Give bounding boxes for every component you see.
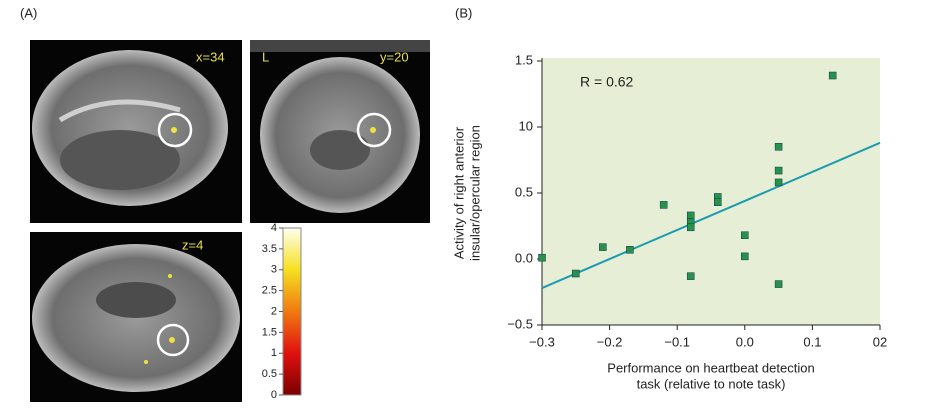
point: [599, 243, 607, 251]
plot-background: [542, 58, 880, 325]
colorbar-tick-label: 3: [271, 264, 277, 276]
colorbar-tick-label: 1: [271, 347, 277, 359]
x-tick-label: −0.1: [664, 334, 690, 349]
x-tick-label: 02: [873, 334, 887, 349]
y-tick-label: 0.0: [515, 250, 533, 265]
point: [572, 269, 580, 278]
x-tick-label: −0.3: [529, 334, 555, 349]
point: [538, 253, 546, 262]
x-axis-label: task (relative to note task): [637, 376, 786, 391]
point: [714, 198, 722, 206]
x-axis-label: Performance on heartbeat detection: [607, 360, 814, 375]
point: [741, 252, 749, 261]
point: [828, 71, 837, 80]
brain-slice: x=34: [30, 40, 242, 223]
point: [774, 143, 783, 151]
y-axis-label: insular/opercular region: [467, 125, 482, 261]
brain-slice: z=4: [30, 232, 242, 402]
y-tick-label: 0.5: [515, 184, 533, 199]
colorbar-tick-label: 1.5: [262, 326, 277, 338]
colorbar-tick-label: 0: [271, 389, 277, 401]
point: [774, 178, 783, 187]
point: [659, 201, 668, 209]
point: [774, 166, 783, 175]
slice-label: y=20: [380, 49, 409, 64]
slice-label: x=34: [196, 49, 225, 64]
panel-label: (B): [455, 5, 472, 20]
y-axis-label: Activity of right anterior: [451, 126, 466, 259]
point: [741, 231, 749, 239]
point: [686, 211, 695, 220]
trend-line: [541, 141, 881, 289]
x-tick-label: −0.2: [597, 334, 623, 349]
colorbar-tick-label: 3.5: [262, 243, 277, 255]
y-tick-label: 10: [519, 118, 533, 133]
point: [686, 223, 695, 232]
colorbar: [282, 227, 302, 396]
x-tick-label: 0.1: [803, 334, 821, 349]
slice-label: z=4: [182, 237, 203, 252]
annotation: R = 0.62: [580, 74, 634, 90]
point: [686, 272, 695, 280]
colorbar-gradient: [282, 227, 302, 396]
y-tick-label: −0.5: [507, 316, 533, 331]
point: [626, 246, 634, 254]
side-label: L: [262, 49, 269, 64]
colorbar-tick-label: 0.5: [262, 368, 277, 380]
colorbar-tick-label: 4: [271, 222, 277, 234]
panel-label: (A): [20, 5, 37, 20]
colorbar-tick-label: 2: [271, 305, 277, 317]
y-tick-label: 1.5: [515, 52, 533, 67]
x-tick-label: 0.0: [736, 334, 754, 349]
colorbar-tick-label: 2.5: [262, 285, 277, 297]
brain-slice: L y=20: [250, 40, 430, 223]
point: [774, 280, 783, 288]
